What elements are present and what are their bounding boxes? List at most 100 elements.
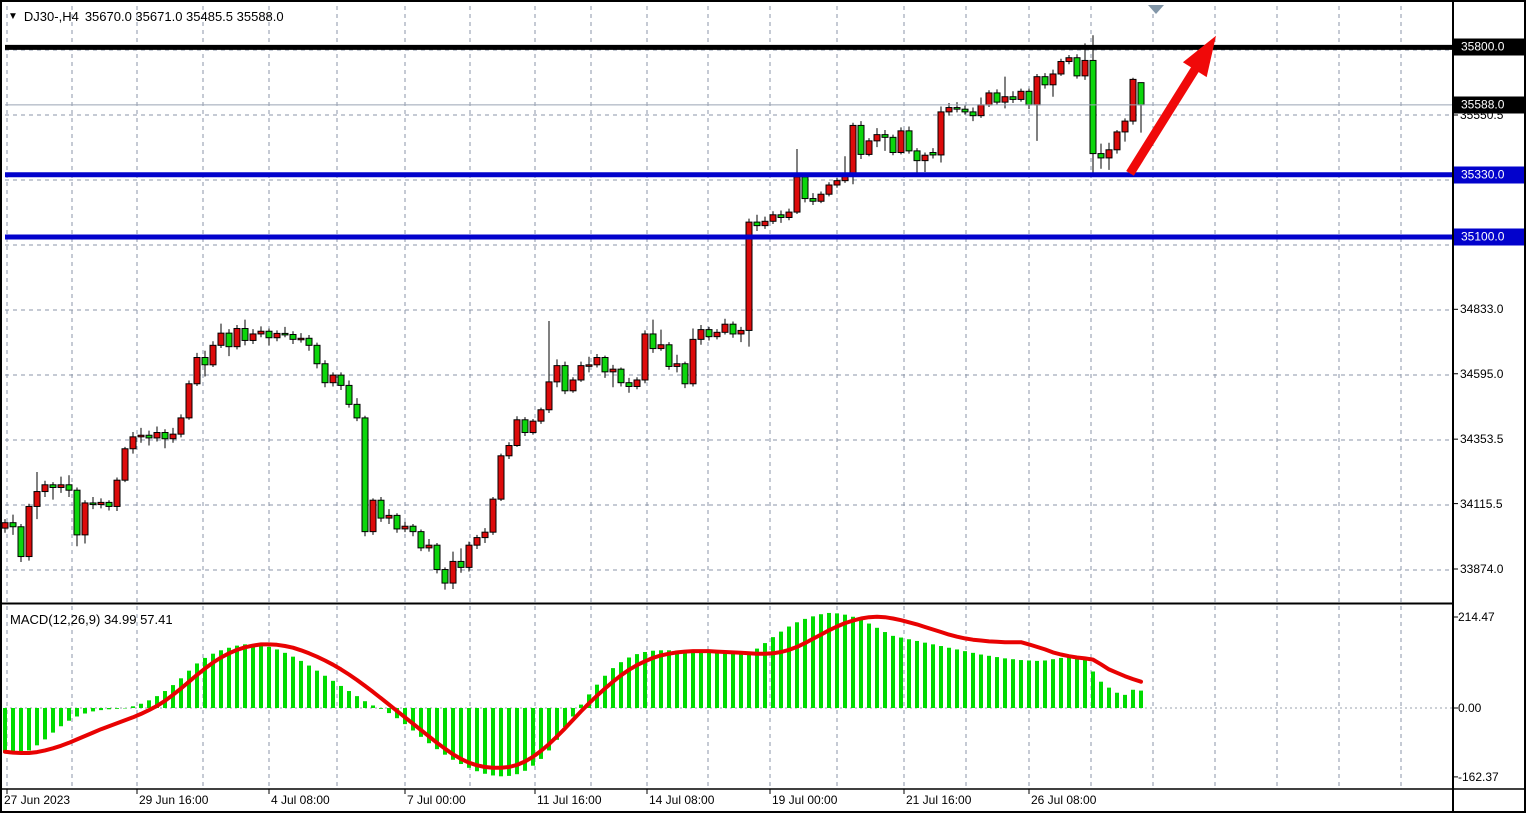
macd-histogram-bar [43,708,47,740]
annotation-layer [1126,5,1216,176]
bull-candle-body [137,434,145,438]
bull-candle-body [689,338,697,385]
candle [817,191,825,204]
candle [745,218,753,347]
time-axis-label: 11 Jul 16:00 [537,793,602,807]
candle [553,359,561,388]
bull-candle-body [1081,59,1089,77]
candle [89,496,97,510]
macd-histogram-bar [635,654,639,708]
bull-candle-body [369,499,377,533]
macd-histogram-bar [691,651,695,708]
bear-candle-body [281,332,289,336]
macd-histogram-bar [683,651,687,708]
candle [1001,76,1009,109]
macd-histogram-bar [995,657,999,708]
bull-candle-body [169,433,177,440]
macd-histogram-bar [667,650,671,708]
macd-histogram-bar [67,708,71,721]
bear-candle-body [313,344,321,365]
macd-histogram-bar [339,685,343,708]
candle [345,380,353,408]
macd-histogram-bar [1091,671,1095,708]
macd-histogram-bar [603,675,607,708]
candle [801,173,809,203]
bull-candle-body [737,329,745,335]
macd-histogram-bar [27,708,31,751]
price-pane[interactable] [2,35,1145,590]
bull-candle-body [121,448,129,481]
bear-candle-body [201,357,209,366]
candle [505,442,513,460]
bull-candle-body [489,498,497,533]
bull-candle-body [81,502,89,536]
bull-candle-body [209,344,217,366]
macd-histogram-bar [531,708,535,766]
macd-histogram-bar [859,619,863,708]
candle [929,148,937,159]
bear-candle-body [729,323,737,335]
macd-indicator-label: MACD(12,26,9) 34.99 57.41 [10,612,173,627]
candle [81,500,89,544]
candle [1097,143,1105,169]
bull-candle-body [273,332,281,339]
bull-candle-body [329,374,337,384]
bear-candle-body [961,108,969,113]
macd-histogram-bar [1051,659,1055,708]
candle [481,528,489,544]
bull-candle-body [849,124,857,175]
macd-pane[interactable] [3,612,1143,777]
symbol-dropdown-icon[interactable]: ▼ [8,10,18,22]
macd-histogram-bar [371,705,375,708]
macd-histogram-bar [627,657,631,708]
candle [657,329,665,351]
macd-histogram-bar [835,613,839,708]
macd-histogram-bar [739,654,743,708]
bull-candle-body [577,365,585,381]
bull-candle-body [473,537,481,546]
candle [841,156,849,183]
macd-histogram-bar [307,665,311,708]
bull-candle-body [793,176,801,213]
time-axis-label: 4 Jul 08:00 [271,793,330,807]
bear-candle-body [913,150,921,162]
bear-candle-body [969,111,977,117]
macd-histogram-bar [419,708,423,737]
candle [777,210,785,223]
trend-arrow-shaft[interactable] [1126,62,1202,176]
price-axis-label: 34595.0 [1460,366,1504,381]
bear-candle-body [521,419,529,434]
macd-histogram-bar [643,651,647,708]
candle [529,418,537,435]
candle [617,367,625,387]
macd-histogram-bar [1099,681,1103,708]
macd-histogram-bar [555,708,559,740]
macd-histogram-bar [131,706,135,708]
candle [865,138,873,157]
candle [713,329,721,340]
candle [609,364,617,388]
bull-candle-body [57,484,65,488]
bull-candle-body [1121,120,1129,133]
bull-candle-body [569,379,577,392]
macd-histogram-bar [771,637,775,708]
macd-signal-line [3,614,1143,770]
bull-candle-body [529,420,537,434]
trend-arrow-head[interactable] [1182,35,1216,78]
bull-candle-body [641,333,649,381]
bull-candle-body [217,332,225,346]
bull-candle-body [593,357,601,366]
candle [753,214,761,232]
price-badge-35588.0: 35588.0 [1454,96,1524,114]
bear-candle-body [9,522,17,528]
bear-candle-body [1073,57,1081,77]
candle [593,353,601,368]
candle [257,326,265,338]
bear-candle-body [337,374,345,386]
macd-histogram-bar [1107,687,1111,708]
candle [17,524,25,562]
candle [1129,77,1137,125]
macd-values: 34.99 57.41 [103,612,173,627]
macd-histogram-bar [323,675,327,708]
macd-histogram-bar [355,696,359,708]
